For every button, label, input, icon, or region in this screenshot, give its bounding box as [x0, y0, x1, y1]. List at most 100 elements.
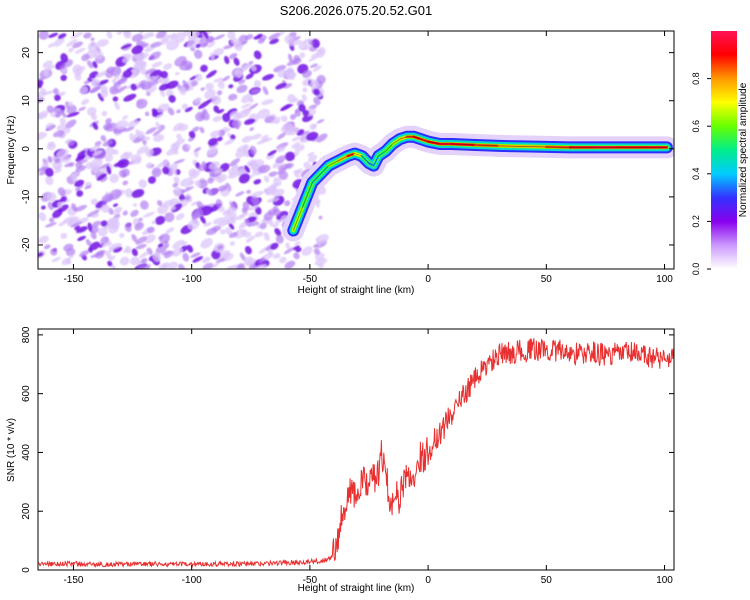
- noise-blob: [174, 186, 181, 194]
- noise-blob: [100, 220, 108, 227]
- noise-blob: [96, 173, 107, 181]
- noise-blob: [301, 44, 314, 51]
- noise-blob: [130, 154, 142, 165]
- noise-blob: [254, 264, 268, 269]
- noise-blob: [279, 31, 285, 35]
- spectrogram-x-tick-label: 50: [541, 274, 553, 285]
- noise-blob: [57, 33, 67, 39]
- snr-series-line: [38, 338, 674, 569]
- noise-blob: [111, 264, 116, 269]
- noise-blob: [217, 244, 224, 250]
- noise-blob: [182, 252, 190, 262]
- noise-blob: [123, 31, 132, 39]
- noise-blob: [38, 131, 48, 140]
- noise-blob: [138, 179, 147, 189]
- noise-blob: [87, 106, 97, 116]
- noise-blob: [208, 188, 219, 196]
- noise-blob: [112, 96, 119, 102]
- noise-blob: [241, 93, 253, 104]
- noise-blob: [273, 64, 287, 73]
- noise-blob: [146, 226, 155, 234]
- noise-blob: [43, 69, 50, 77]
- noise-blob: [207, 177, 214, 184]
- noise-blob: [92, 150, 103, 157]
- noise-blob: [216, 90, 223, 96]
- noise-blob: [279, 256, 287, 264]
- noise-blob: [217, 109, 225, 114]
- snr-x-tick-label: -50: [303, 575, 318, 586]
- noise-blob: [191, 126, 200, 133]
- noise-blob: [97, 92, 104, 102]
- noise-blob: [112, 149, 119, 155]
- spectrogram-frame: [37, 30, 675, 270]
- noise-blob: [284, 34, 294, 45]
- noise-blob: [76, 190, 84, 197]
- noise-blob: [159, 88, 166, 98]
- noise-blob: [46, 105, 54, 113]
- noise-blob: [194, 147, 202, 152]
- noise-blob: [143, 211, 155, 218]
- noise-blob: [153, 75, 160, 80]
- noise-blob: [186, 244, 194, 253]
- noise-blob: [264, 185, 277, 195]
- noise-blob: [208, 161, 221, 170]
- spectrogram-x-tick-label: -50: [303, 274, 318, 285]
- noise-blob: [70, 221, 83, 228]
- noise-blob: [50, 248, 58, 256]
- noise-blob: [114, 101, 120, 110]
- noise-blob: [200, 238, 213, 249]
- colorbar-tick-label: 0.6: [691, 120, 701, 133]
- noise-blob: [305, 131, 319, 141]
- noise-blob: [216, 176, 223, 184]
- noise-blob: [278, 170, 289, 180]
- noise-blob: [89, 145, 101, 152]
- noise-blob: [234, 68, 243, 78]
- noise-blob: [72, 64, 82, 73]
- noise-blob: [122, 115, 129, 120]
- noise-blob: [74, 179, 85, 187]
- noise-blob: [284, 260, 296, 269]
- noise-blob: [301, 246, 313, 256]
- noise-blob: [316, 119, 325, 124]
- noise-blob: [228, 168, 236, 176]
- noise-blob: [236, 214, 245, 220]
- noise-blob: [71, 203, 78, 212]
- noise-blob: [120, 43, 132, 50]
- noise-blob: [211, 262, 220, 269]
- snr-plot-area: [38, 329, 674, 570]
- noise-blob: [90, 198, 98, 205]
- noise-blob: [313, 88, 320, 96]
- noise-blob: [145, 148, 154, 157]
- noise-blob: [315, 200, 320, 208]
- noise-blob: [157, 204, 169, 215]
- noise-blob: [270, 242, 279, 250]
- noise-blob: [232, 114, 242, 121]
- snr-x-tick-label: -100: [182, 575, 202, 586]
- noise-blob: [68, 254, 74, 259]
- noise-blob: [165, 89, 174, 97]
- noise-blob: [75, 226, 88, 234]
- noise-blob: [179, 86, 187, 96]
- noise-blob: [285, 162, 294, 169]
- noise-blob: [184, 195, 191, 201]
- noise-blob: [207, 41, 216, 48]
- noise-blob: [158, 83, 170, 91]
- noise-blob: [210, 130, 221, 138]
- noise-blob: [162, 79, 170, 84]
- noise-blob: [311, 38, 320, 49]
- noise-blob: [57, 187, 66, 197]
- noise-blob: [101, 204, 110, 213]
- noise-blob: [241, 103, 252, 109]
- noise-blob: [261, 134, 269, 140]
- noise-blob: [228, 232, 238, 238]
- noise-blob: [217, 136, 223, 142]
- noise-blob: [167, 107, 175, 116]
- noise-blob: [283, 83, 293, 89]
- noise-blob: [310, 52, 320, 58]
- noise-blob: [63, 128, 71, 134]
- spectrogram-x-tick-label: 0: [425, 274, 431, 285]
- noise-blob: [48, 32, 59, 38]
- noise-blob: [87, 222, 93, 233]
- noise-blob: [52, 130, 65, 138]
- noise-blob: [92, 61, 98, 69]
